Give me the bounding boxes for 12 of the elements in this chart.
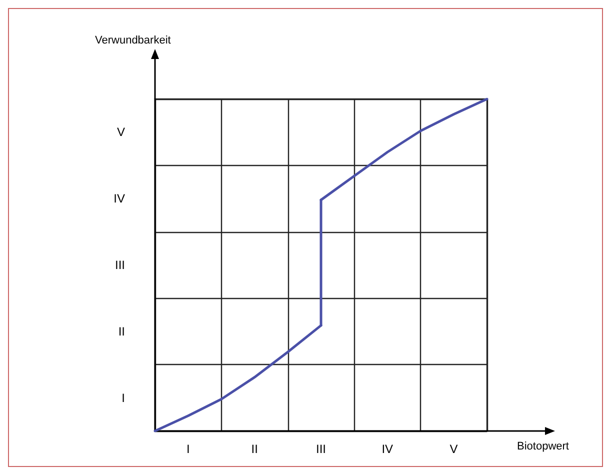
category-label: II	[118, 324, 125, 338]
category-label: V	[116, 125, 125, 140]
category-label: III	[114, 258, 125, 272]
x-tick-label: III	[316, 442, 326, 456]
x-axis-title: Biotopwert	[517, 440, 569, 452]
x-tick-label: II	[251, 442, 258, 456]
category-label: IV	[114, 192, 125, 206]
category-label: I	[122, 390, 125, 405]
x-tick-label: IV	[382, 442, 394, 456]
x-tick-label: V	[450, 442, 458, 456]
x-tick-label: I	[186, 442, 190, 456]
y-axis-title: Verwundbarkeit	[95, 34, 171, 46]
